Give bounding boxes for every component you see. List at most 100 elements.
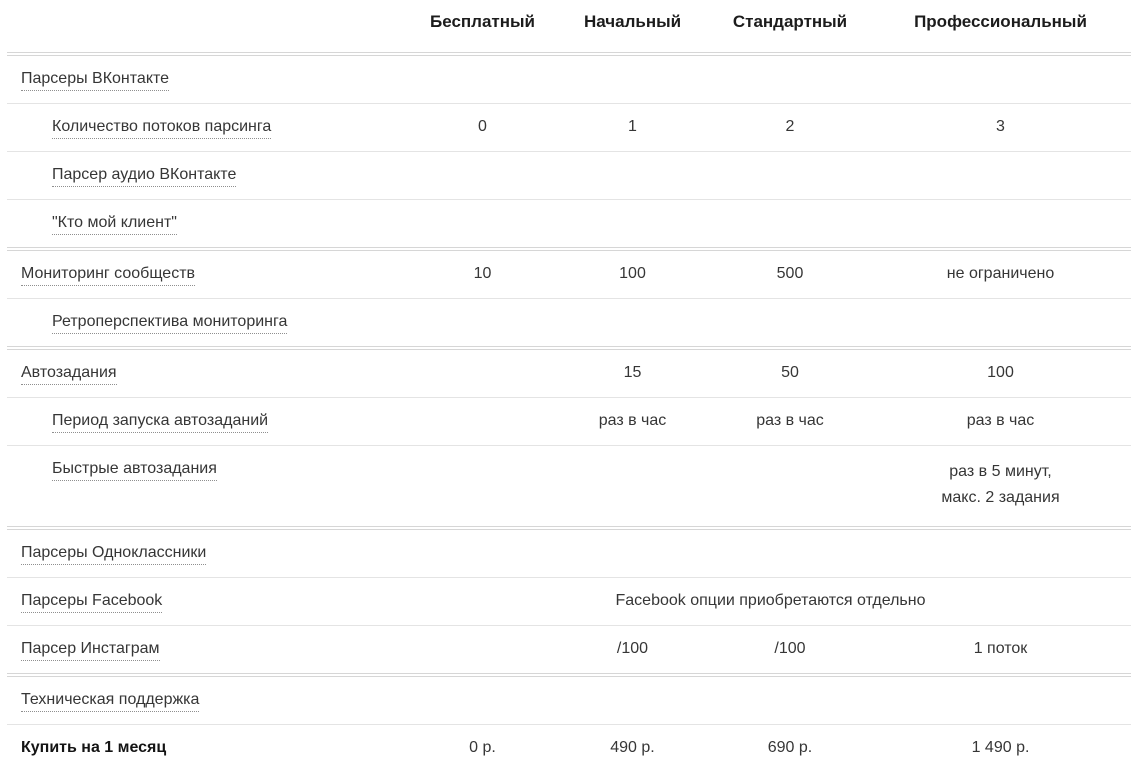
feature-term[interactable]: Мониторинг сообществ [21, 265, 195, 286]
feature-term[interactable]: Автозадания [21, 364, 117, 385]
feature-label-cell: Мониторинг сообществ [7, 249, 410, 299]
plan-value-cell [710, 446, 870, 529]
plan-value-cell [870, 528, 1131, 578]
plan-value-cell: раз в 5 минут, макс. 2 задания [870, 446, 1131, 529]
plan-value-cell [710, 200, 870, 250]
feature-term[interactable]: Парсер Инстаграм [21, 640, 160, 661]
plan-value-cell: 0 [410, 104, 555, 152]
plan-value-cell [410, 528, 555, 578]
plan-value-cell [710, 299, 870, 349]
facebook-options-note: Facebook опции приобретаются отдельно [410, 578, 1131, 626]
plans-header-row: Бесплатный Начальный Стандартный Професс… [7, 0, 1131, 54]
feature-term[interactable]: "Кто мой клиент" [52, 214, 177, 235]
plan-value-cell: раз в час [710, 398, 870, 446]
feature-label-cell: Парсер Инстаграм [7, 626, 410, 676]
feature-row-instagram-parser: Парсер Инстаграм /100 /100 1 поток [7, 626, 1131, 676]
plan-value-cell [410, 675, 555, 725]
feature-label-cell: Быстрые автозадания [7, 446, 410, 529]
buy-one-month-row: Купить на 1 месяц 0 р. 490 р. 690 р. 1 4… [7, 725, 1131, 772]
plan-header-standard: Стандартный [710, 0, 870, 54]
price-cell-standard: 690 р. [710, 725, 870, 772]
feature-term[interactable]: Парсер аудио ВКонтакте [52, 166, 236, 187]
plan-value-cell: раз в час [870, 398, 1131, 446]
plan-value-cell [555, 200, 710, 250]
feature-term[interactable]: Парсеры Одноклассники [21, 544, 206, 565]
feature-row-community-monitoring: Мониторинг сообществ 10 100 500 не огран… [7, 249, 1131, 299]
feature-label-cell: Парсеры ВКонтакте [7, 54, 410, 104]
feature-row-autotask-launch-period: Период запуска автозаданий раз в час раз… [7, 398, 1131, 446]
plan-value-cell [555, 528, 710, 578]
plan-value-cell [410, 200, 555, 250]
feature-label-cell: Парсеры Facebook [7, 578, 410, 626]
plan-value-cell [870, 200, 1131, 250]
plan-value-cell [710, 675, 870, 725]
feature-label-cell: Ретроперспектива мониторинга [7, 299, 410, 349]
feature-row-monitoring-retrospective: Ретроперспектива мониторинга [7, 299, 1131, 349]
feature-term[interactable]: Быстрые автозадания [52, 460, 217, 481]
plan-value-cell [555, 152, 710, 200]
feature-term[interactable]: Период запуска автозаданий [52, 412, 268, 433]
feature-label-cell: Техническая поддержка [7, 675, 410, 725]
feature-term[interactable]: Парсеры Facebook [21, 592, 162, 613]
feature-term[interactable]: Парсеры ВКонтакте [21, 70, 169, 91]
feature-row-fast-autotasks: Быстрые автозадания раз в 5 минут, макс.… [7, 446, 1131, 529]
plan-value-cell: /100 [555, 626, 710, 676]
plan-value-cell: /100 [710, 626, 870, 676]
plan-value-cell [410, 446, 555, 529]
plan-value-cell [710, 54, 870, 104]
feature-row-odnoklassniki-parsers: Парсеры Одноклассники [7, 528, 1131, 578]
plan-value-cell: раз в час [555, 398, 710, 446]
features-header-cell [7, 0, 410, 54]
feature-term[interactable]: Ретроперспектива мониторинга [52, 313, 287, 334]
feature-label-cell: "Кто мой клиент" [7, 200, 410, 250]
plan-value-cell [710, 152, 870, 200]
plan-value-cell [555, 446, 710, 529]
feature-label-cell: Автозадания [7, 348, 410, 398]
plan-value-cell [555, 675, 710, 725]
pricing-table: Бесплатный Начальный Стандартный Професс… [7, 0, 1131, 772]
price-cell-free: 0 р. [410, 725, 555, 772]
feature-row-facebook-parsers: Парсеры Facebook Facebook опции приобрет… [7, 578, 1131, 626]
plan-header-start: Начальный [555, 0, 710, 54]
buy-row-label: Купить на 1 месяц [21, 739, 166, 756]
plan-value-cell: 500 [710, 249, 870, 299]
feature-row-vk-audio-parser: Парсер аудио ВКонтакте [7, 152, 1131, 200]
plan-value-cell [410, 299, 555, 349]
plan-value-cell: 50 [710, 348, 870, 398]
feature-label-cell: Парсеры Одноклассники [7, 528, 410, 578]
plan-value-cell: 15 [555, 348, 710, 398]
buy-row-label-cell: Купить на 1 месяц [7, 725, 410, 772]
plan-value-cell: 1 [555, 104, 710, 152]
plan-header-professional: Профессиональный [870, 0, 1131, 54]
plan-value-cell: 2 [710, 104, 870, 152]
feature-row-technical-support: Техническая поддержка [7, 675, 1131, 725]
plan-value-cell: 3 [870, 104, 1131, 152]
plan-value-cell [710, 528, 870, 578]
plan-value-cell [555, 54, 710, 104]
plan-value-cell: 10 [410, 249, 555, 299]
feature-label-cell: Период запуска автозаданий [7, 398, 410, 446]
plan-value-cell [410, 54, 555, 104]
plan-value-cell [870, 675, 1131, 725]
plan-value-cell: 1 поток [870, 626, 1131, 676]
plan-value-cell [870, 54, 1131, 104]
plan-value-cell [410, 152, 555, 200]
plan-value-cell [870, 152, 1131, 200]
plan-value-cell [410, 398, 555, 446]
feature-row-autotasks: Автозадания 15 50 100 [7, 348, 1131, 398]
plan-header-free: Бесплатный [410, 0, 555, 54]
feature-row-who-is-my-client: "Кто мой клиент" [7, 200, 1131, 250]
plan-value-cell: 100 [555, 249, 710, 299]
plan-value-cell: 100 [870, 348, 1131, 398]
price-cell-professional: 1 490 р. [870, 725, 1131, 772]
feature-label-cell: Количество потоков парсинга [7, 104, 410, 152]
plan-value-cell [410, 348, 555, 398]
plan-value-cell [555, 299, 710, 349]
feature-label-cell: Парсер аудио ВКонтакте [7, 152, 410, 200]
feature-term[interactable]: Техническая поддержка [21, 691, 199, 712]
plan-value-cell [410, 626, 555, 676]
feature-term[interactable]: Количество потоков парсинга [52, 118, 271, 139]
feature-row-vk-parsers: Парсеры ВКонтакте [7, 54, 1131, 104]
plan-value-cell: не ограничено [870, 249, 1131, 299]
plan-value-cell [870, 299, 1131, 349]
